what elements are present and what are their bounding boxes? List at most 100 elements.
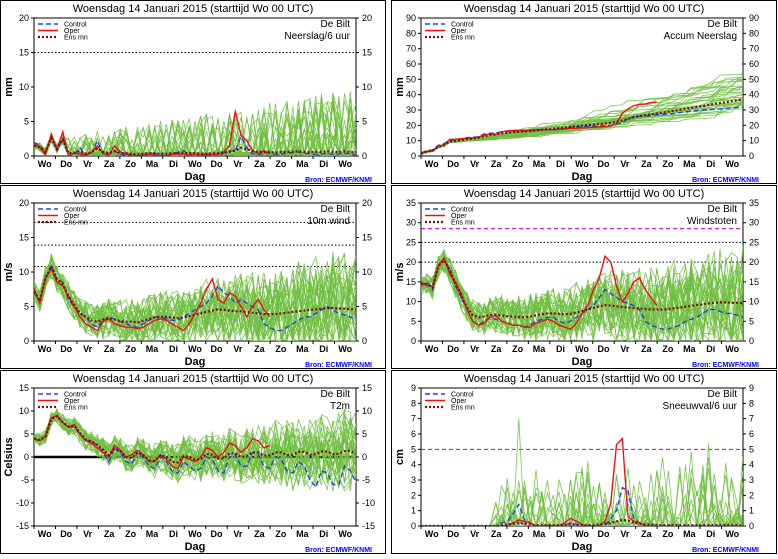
station-label: De Bilt (708, 204, 738, 215)
ensemble-member-line (421, 471, 743, 526)
y-tick-label-right: 30 (749, 105, 759, 115)
y-tick-label-left: 5 (411, 316, 416, 326)
x-tick-label: Za (491, 344, 502, 354)
y-tick-label-right: 3 (749, 475, 754, 485)
ensemble-member-line (34, 267, 356, 341)
legend-label: Control (451, 22, 474, 29)
y-tick-label-left: 0 (411, 336, 416, 346)
station-label: De Bilt (708, 389, 738, 400)
x-tick-label: Do (60, 344, 72, 354)
x-tick-label: Wo (425, 529, 439, 539)
x-tick-label: Vr (233, 529, 243, 539)
x-tick-label: Vr (620, 159, 630, 169)
y-tick-label-right: 90 (749, 13, 759, 23)
y-axis-label: m/s (394, 263, 406, 282)
y-tick-label-left: 5 (411, 444, 416, 454)
x-tick-label: Ma (533, 159, 546, 169)
y-tick-label-left: 0 (24, 452, 29, 462)
y-tick-label-right: 7 (749, 414, 754, 424)
x-tick-label: Do (597, 529, 609, 539)
x-tick-label: Wo (575, 344, 589, 354)
x-tick-label: Do (447, 529, 459, 539)
x-tick-label: Zo (125, 159, 136, 169)
y-tick-label-right: 10 (749, 136, 759, 146)
x-tick-label: Di (706, 344, 715, 354)
x-tick-label: Wo (338, 344, 352, 354)
x-tick-label: Wo (38, 159, 52, 169)
x-tick-label: Za (641, 344, 652, 354)
x-tick-label: Vr (83, 529, 93, 539)
y-tick-label-right: 50 (749, 74, 759, 84)
x-axis-label: Dag (185, 171, 206, 183)
panel-sneeuw: Woensdag 14 Januari 2015 (starttijd Wo 0… (391, 370, 777, 554)
y-tick-label-left: 10 (19, 406, 29, 416)
y-tick-label-right: 20 (362, 13, 372, 23)
y-tick-label-left: 0 (24, 336, 29, 346)
ensemble-member-line (421, 456, 743, 526)
y-tick-label-right: 10 (362, 82, 372, 92)
y-tick-label-right: -10 (362, 498, 375, 508)
y-tick-label-left: 9 (411, 383, 416, 393)
ensemble-member-line (34, 412, 356, 488)
series-line-ens-mn (421, 518, 743, 526)
series-line-oper (421, 254, 658, 331)
x-tick-label: Wo (188, 159, 202, 169)
variable-label: Accum Neerslag (664, 31, 737, 42)
x-tick-label: Za (104, 344, 115, 354)
source-label: Bron: ECMWF/KNMI (305, 177, 372, 184)
x-axis-label: Dag (185, 541, 206, 553)
x-tick-label: Do (210, 344, 222, 354)
x-tick-label: Vr (83, 159, 93, 169)
series-line-control (34, 414, 356, 489)
panel-windstoten: Woensdag 14 Januari 2015 (starttijd Wo 0… (391, 185, 777, 369)
source-label: Bron: ECMWF/KNMI (305, 362, 372, 369)
panel-frame (391, 0, 777, 184)
chart-title: Woensdag 14 Januari 2015 (starttijd Wo 0… (73, 3, 314, 15)
panel-accum: Woensdag 14 Januari 2015 (starttijd Wo 0… (391, 0, 777, 184)
plot-content (34, 52, 356, 156)
source-label: Bron: ECMWF/KNMI (692, 362, 759, 369)
y-tick-label-left: 15 (406, 277, 416, 287)
plot-content (421, 418, 743, 526)
y-tick-label-right: 20 (749, 257, 759, 267)
y-tick-label-right: 0 (362, 452, 367, 462)
x-tick-label: Di (556, 529, 565, 539)
ensemble-member-line (421, 493, 743, 526)
x-tick-label: Ma (296, 344, 309, 354)
variable-label: T2m (330, 401, 350, 412)
x-tick-label: Za (491, 529, 502, 539)
x-tick-label: Di (556, 159, 565, 169)
legend-label: Control (64, 22, 87, 29)
y-tick-label-left: 10 (406, 297, 416, 307)
x-tick-label: Vr (470, 344, 480, 354)
y-tick-label-left: 5 (24, 429, 29, 439)
ensemble-member-line (421, 470, 743, 526)
y-tick-label-left: -5 (21, 475, 29, 485)
y-tick-label-left: 1 (411, 506, 416, 516)
legend-label: Control (64, 392, 87, 399)
x-tick-label: Di (319, 529, 328, 539)
y-tick-label-right: 70 (749, 44, 759, 54)
y-tick-label-left: 10 (19, 267, 29, 277)
series-line-ens-mn (34, 264, 356, 324)
y-tick-label-right: 9 (749, 383, 754, 393)
x-tick-label: Vr (620, 529, 630, 539)
legend-label: Ens mn (64, 220, 88, 227)
y-tick-label-left: 5 (24, 117, 29, 127)
panel-wind: Woensdag 14 Januari 2015 (starttijd Wo 0… (0, 185, 386, 369)
y-tick-label-left: 2 (411, 490, 416, 500)
plot-area (420, 202, 744, 342)
series-line-oper (421, 436, 657, 526)
x-tick-label: Wo (38, 529, 52, 539)
x-tick-label: Za (641, 159, 652, 169)
ensemble-member-line (34, 417, 356, 486)
legend-label: Oper (64, 398, 80, 405)
plot-content (34, 407, 356, 492)
x-tick-label: Vr (470, 159, 480, 169)
ensemble-member-line (421, 255, 743, 341)
ensemble-member-line (421, 464, 743, 526)
x-axis-label: Dag (185, 356, 206, 368)
y-tick-label-right: 5 (749, 444, 754, 454)
x-tick-label: Ma (146, 529, 159, 539)
x-tick-label: Do (60, 529, 72, 539)
